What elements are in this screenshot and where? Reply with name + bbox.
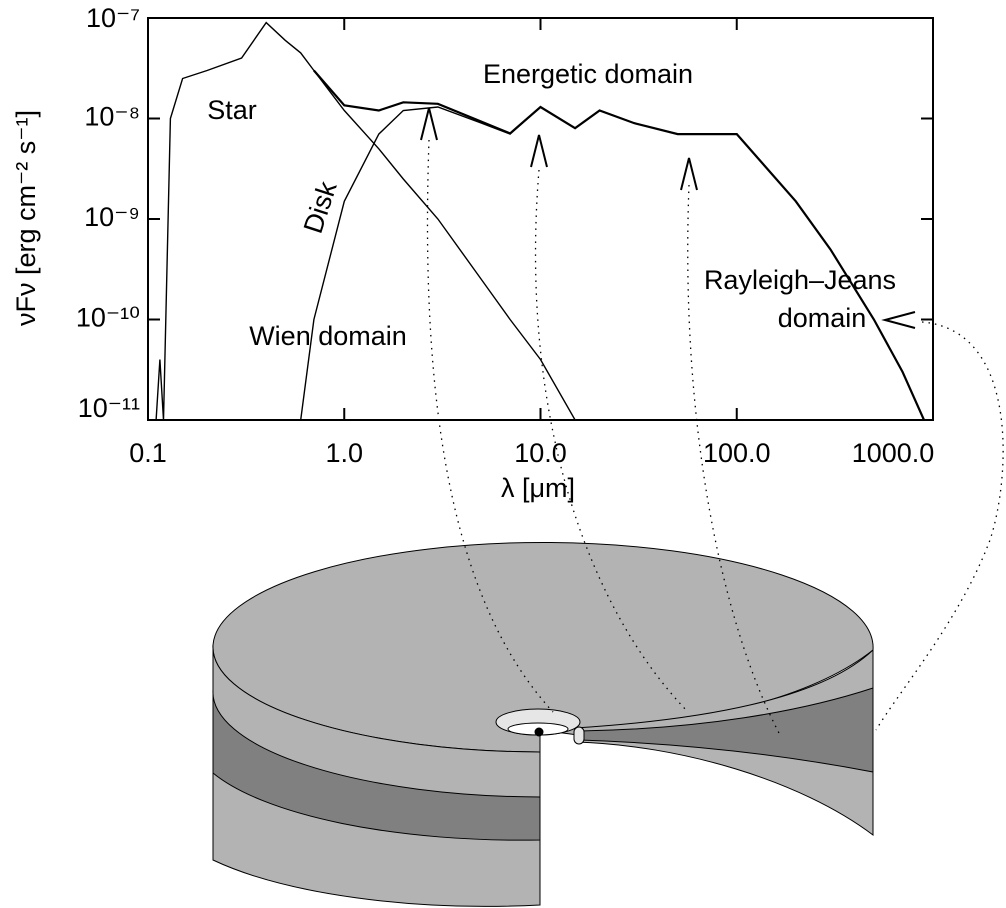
annotation: Wien domain <box>249 321 407 351</box>
series-line <box>313 69 926 420</box>
arrow-head <box>680 157 698 191</box>
dotted-link <box>875 321 1004 731</box>
disk-top <box>212 541 874 753</box>
arrow-head <box>530 134 548 168</box>
disk-cut-band <box>579 687 874 773</box>
connectors <box>426 139 1004 736</box>
x-tick-label: 1000.0 <box>852 438 935 468</box>
arrow-head <box>881 311 916 329</box>
x-tick-label: 0.1 <box>129 438 167 468</box>
series-line <box>300 106 925 420</box>
x-axis-label: λ [μm] <box>501 473 575 503</box>
y-tick-label: 10⁻⁷ <box>86 3 140 33</box>
series-line <box>155 21 576 420</box>
x-tick-label: 1.0 <box>325 438 363 468</box>
central-star <box>534 727 544 737</box>
x-tick-label: 100.0 <box>703 438 771 468</box>
y-tick-label: 10⁻¹¹ <box>78 393 140 423</box>
inner-rim <box>573 726 585 745</box>
disk-side-band <box>212 689 541 841</box>
y-tick-label: 10⁻⁹ <box>84 202 140 232</box>
y-axis-label: νFν [erg cm⁻² s⁻¹] <box>11 110 41 326</box>
disk-diagram <box>212 541 874 907</box>
series-label: Star <box>207 95 257 125</box>
annotation: Energetic domain <box>483 59 693 89</box>
plot-area <box>155 21 926 420</box>
disk-side-outer <box>212 644 541 907</box>
arrow-head <box>420 107 438 141</box>
series-label: Disk <box>298 177 343 237</box>
y-tick-label: 10⁻⁸ <box>84 102 140 132</box>
annotation: Rayleigh–Jeans <box>704 265 896 295</box>
annotation: domain <box>778 303 867 333</box>
x-tick-label: 10.0 <box>514 438 567 468</box>
dotted-link <box>426 139 554 713</box>
y-tick-label: 10⁻¹⁰ <box>76 303 140 333</box>
